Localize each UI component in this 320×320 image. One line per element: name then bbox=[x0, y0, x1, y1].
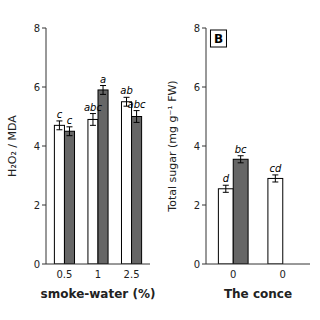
figure: 024680.512.5cabcabcaabcH₂O₂ / MDAsmoke-w… bbox=[0, 0, 320, 320]
title: B bbox=[214, 32, 223, 46]
bar bbox=[88, 119, 98, 264]
error-cap bbox=[238, 162, 244, 163]
y-tick-label: 8 bbox=[34, 23, 40, 34]
error-cap bbox=[272, 174, 278, 175]
error-bar bbox=[272, 175, 278, 182]
y-tick-label: 6 bbox=[194, 82, 200, 93]
error-cap bbox=[134, 122, 140, 123]
x-axis-label: The conce bbox=[224, 287, 292, 301]
error-line bbox=[240, 156, 241, 163]
error-bar bbox=[90, 114, 96, 126]
error-line bbox=[69, 127, 70, 136]
x-axis-label: smoke-water (%) bbox=[41, 287, 156, 301]
error-bar bbox=[134, 111, 140, 123]
y-tick bbox=[202, 146, 206, 147]
letter-label: ab bbox=[120, 85, 132, 96]
x-tick-label: 1 bbox=[95, 269, 101, 280]
y-tick bbox=[42, 205, 46, 206]
error-cap bbox=[100, 94, 106, 95]
y-axis bbox=[46, 28, 47, 264]
letter-label: bc bbox=[235, 144, 247, 155]
letter-label: c bbox=[57, 109, 63, 120]
error-line bbox=[136, 111, 137, 123]
error-cap bbox=[90, 125, 96, 126]
y-tick-label: 0 bbox=[194, 259, 200, 270]
bar bbox=[98, 90, 108, 264]
letter-label: c bbox=[67, 115, 73, 126]
letter-label: a bbox=[100, 74, 106, 85]
title-box bbox=[210, 30, 226, 47]
error-bar bbox=[238, 156, 244, 163]
y-tick-label: 4 bbox=[194, 141, 200, 152]
error-line bbox=[59, 121, 60, 130]
x-axis bbox=[206, 264, 310, 265]
error-bar bbox=[56, 121, 62, 130]
bar bbox=[233, 159, 248, 264]
y-tick-label: 2 bbox=[34, 200, 40, 211]
error-cap bbox=[56, 120, 62, 121]
letter-label: d bbox=[223, 173, 230, 184]
y-tick bbox=[202, 205, 206, 206]
y-tick bbox=[202, 87, 206, 88]
y-tick bbox=[42, 87, 46, 88]
y-tick bbox=[42, 264, 46, 265]
x-tick-label: 0 bbox=[230, 269, 236, 280]
error-cap bbox=[134, 110, 140, 111]
y-tick-label: 4 bbox=[34, 141, 40, 152]
panel: 0 2 4 6 8 0 0 d cd bc Total sugar (mg g⁻¹ FW) The c… bbox=[166, 23, 310, 302]
y-tick-label: 0 bbox=[34, 259, 40, 270]
y-axis bbox=[206, 28, 207, 264]
error-cap bbox=[223, 192, 229, 193]
error-cap bbox=[66, 126, 72, 127]
error-cap bbox=[238, 155, 244, 156]
bars bbox=[218, 156, 282, 264]
error-cap bbox=[90, 113, 96, 114]
letter-label: abc bbox=[84, 102, 102, 113]
x-tick-label: 2.5 bbox=[124, 269, 140, 280]
letter-label: abc bbox=[128, 99, 146, 110]
bar bbox=[218, 189, 233, 264]
y-tick bbox=[42, 146, 46, 147]
y-tick bbox=[202, 264, 206, 265]
error-cap bbox=[223, 185, 229, 186]
background bbox=[0, 0, 320, 320]
x-tick-label: 0.5 bbox=[56, 269, 72, 280]
y-tick-label: 8 bbox=[194, 23, 200, 34]
y-tick-label: 2 bbox=[194, 200, 200, 211]
bars bbox=[54, 86, 141, 264]
error-cap bbox=[272, 181, 278, 182]
y-tick-label: 6 bbox=[34, 82, 40, 93]
panel: 024680.512.5cabcabcaabcH₂O₂ / MDAsmoke-w… bbox=[6, 23, 155, 302]
y-axis-label: H₂O₂ / MDA bbox=[6, 115, 19, 177]
error-bar bbox=[100, 86, 106, 95]
error-cap bbox=[66, 135, 72, 136]
y-tick bbox=[202, 28, 206, 29]
error-line bbox=[225, 185, 226, 192]
error-bar bbox=[223, 185, 229, 192]
error-cap bbox=[100, 85, 106, 86]
letter-label: cd bbox=[269, 163, 281, 174]
y-tick bbox=[42, 28, 46, 29]
x-tick-label: 0 bbox=[280, 269, 286, 280]
bar bbox=[64, 131, 74, 264]
x-axis bbox=[46, 264, 150, 265]
error-line bbox=[103, 86, 104, 95]
error-line bbox=[275, 175, 276, 182]
bar bbox=[121, 102, 131, 264]
bar bbox=[268, 178, 283, 264]
error-line bbox=[92, 114, 93, 126]
bar bbox=[54, 125, 64, 264]
y-axis-label: Total sugar (mg g⁻¹ FW) bbox=[166, 80, 179, 212]
bar bbox=[132, 117, 142, 265]
error-cap bbox=[56, 129, 62, 130]
error-bar bbox=[66, 127, 72, 136]
